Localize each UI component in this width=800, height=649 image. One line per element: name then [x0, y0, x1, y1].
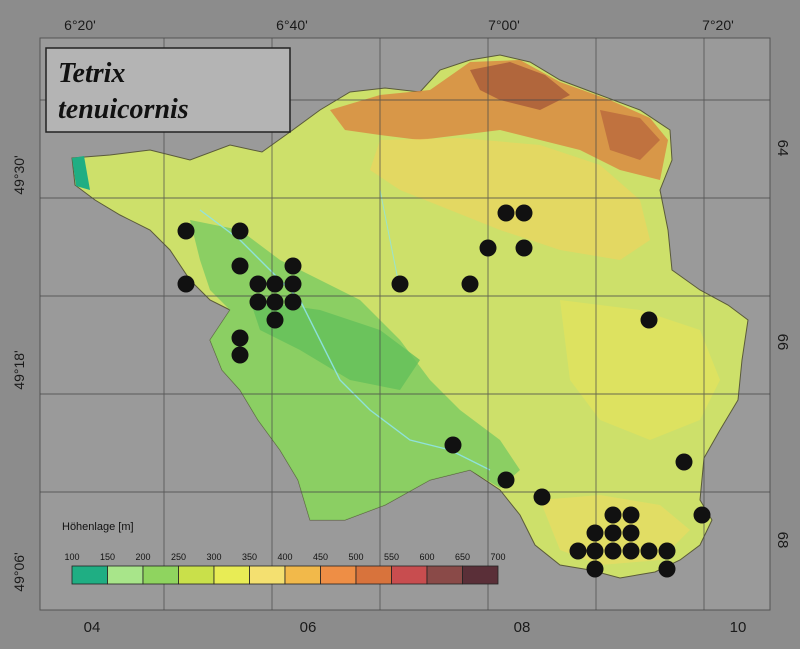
occurrence-dot [391, 275, 409, 293]
lon-label: 6°40' [276, 17, 308, 33]
occurrence-dot [586, 560, 604, 578]
elevation-legend: Höhenlage [m] 100 150 200 250 300 350 400 450 50… [62, 521, 506, 585]
latitude-labels: 49°30' 49°18' 49°06' [11, 155, 27, 591]
lat-label: 49°06' [11, 552, 27, 591]
occurrence-dot [533, 488, 551, 506]
occurrence-dot [497, 204, 515, 222]
occurrence-dot [177, 275, 195, 293]
lat-label: 49°18' [11, 350, 27, 389]
legend-tick-label: 700 [490, 552, 505, 562]
occurrence-dot [231, 329, 249, 347]
occurrence-dot [497, 471, 515, 489]
legend-swatch [178, 565, 215, 585]
legend-swatch [462, 565, 499, 585]
species-genus: Tetrix [58, 58, 125, 89]
occurrence-dot [266, 293, 284, 311]
legend-swatch [391, 565, 428, 585]
occurrence-dot [231, 346, 249, 364]
occurrence-dot [569, 542, 587, 560]
occurrence-dot [586, 542, 604, 560]
legend-tick-label: 300 [206, 552, 221, 562]
occurrence-dot [640, 542, 658, 560]
legend-swatch [320, 565, 357, 585]
occurrence-dot [622, 506, 640, 524]
legend-tick-label: 500 [348, 552, 363, 562]
occurrence-dot [231, 257, 249, 275]
legend-swatches [71, 565, 499, 585]
legend-tick-label: 650 [455, 552, 470, 562]
grid-label: 10 [730, 619, 747, 636]
occurrence-dot [675, 453, 693, 471]
occurrence-dot [461, 275, 479, 293]
grid-label: 08 [514, 619, 531, 636]
occurrence-dot [284, 275, 302, 293]
legend-tick-label: 100 [64, 552, 79, 562]
lon-label: 7°20' [702, 17, 734, 33]
occurrence-dot [231, 222, 249, 240]
occurrence-dot [284, 293, 302, 311]
legend-tick-label: 450 [313, 552, 328, 562]
occurrence-dot [444, 436, 462, 454]
lon-label: 7°00' [488, 17, 520, 33]
legend-ticks: 100 150 200 250 300 350 400 450 500 550 600 650 700 [64, 552, 505, 562]
occurrence-dot [284, 257, 302, 275]
occurrence-dot [604, 506, 622, 524]
legend-tick-label: 400 [277, 552, 292, 562]
lat-label: 49°30' [11, 155, 27, 194]
grid-labels-bottom: 04 06 08 10 [84, 619, 747, 636]
legend-swatch [142, 565, 179, 585]
occurrence-dot [266, 275, 284, 293]
legend-swatch [213, 565, 250, 585]
occurrence-dot [622, 542, 640, 560]
grid-label: 06 [300, 619, 317, 636]
legend-swatch [71, 565, 108, 585]
occurrence-dot [604, 542, 622, 560]
grid-label: 64 [774, 140, 791, 157]
occurrence-dot [622, 524, 640, 542]
occurrence-dot [249, 275, 267, 293]
lon-label: 6°20' [64, 17, 96, 33]
species-title-box: Tetrix tenuicornis [45, 47, 291, 133]
grid-label: 04 [84, 619, 101, 636]
legend-swatch [249, 565, 286, 585]
grid-label: 68 [774, 532, 791, 549]
occurrence-dots [177, 204, 711, 578]
occurrence-dot [693, 506, 711, 524]
occurrence-dot [177, 222, 195, 240]
legend-swatch [107, 565, 144, 585]
occurrence-dot [479, 239, 497, 257]
legend-tick-label: 250 [171, 552, 186, 562]
legend-tick-label: 200 [135, 552, 150, 562]
legend-tick-label: 600 [419, 552, 434, 562]
species-epithet: tenuicornis [58, 94, 189, 125]
longitude-labels: 6°20' 6°40' 7°00' 7°20' [64, 17, 734, 33]
grid-labels-right: 64 66 68 [774, 140, 791, 549]
occurrence-dot [249, 293, 267, 311]
occurrence-dot [658, 542, 676, 560]
legend-swatch [426, 565, 463, 585]
legend-swatch [355, 565, 392, 585]
occurrence-dot [604, 524, 622, 542]
occurrence-dot [266, 311, 284, 329]
occurrence-dot [515, 239, 533, 257]
occurrence-dot [658, 560, 676, 578]
legend-tick-label: 350 [242, 552, 257, 562]
occurrence-dot [586, 524, 604, 542]
occurrence-dot [515, 204, 533, 222]
legend-title: Höhenlage [m] [62, 521, 134, 533]
legend-tick-label: 550 [384, 552, 399, 562]
grid-label: 66 [774, 334, 791, 351]
legend-tick-label: 150 [100, 552, 115, 562]
legend-swatch [284, 565, 321, 585]
occurrence-dot [640, 311, 658, 329]
